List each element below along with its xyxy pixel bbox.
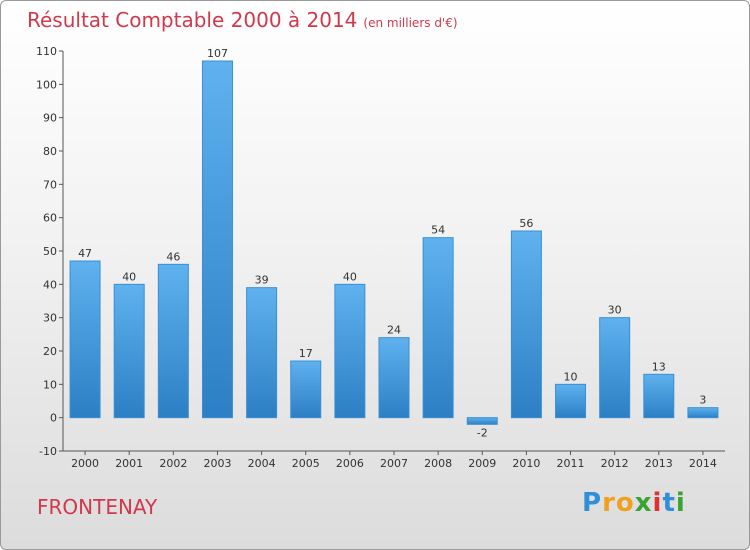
logo-letter: t <box>662 488 676 518</box>
y-tick-label: -10 <box>39 445 57 458</box>
data-label-2001: 40 <box>122 270 136 283</box>
bar-2006 <box>334 283 366 419</box>
y-tick-label: 10 <box>43 378 57 391</box>
x-tick-label-2006: 2006 <box>336 457 364 470</box>
y-tick-label: 20 <box>43 345 57 358</box>
x-tick-label-2014: 2014 <box>689 457 717 470</box>
data-label-2006: 40 <box>343 270 357 283</box>
bar-2009 <box>466 417 498 425</box>
bar-2004 <box>246 287 278 419</box>
data-label-2014: 3 <box>699 394 706 407</box>
data-label-2013: 13 <box>652 360 666 373</box>
x-tick-label-2010: 2010 <box>512 457 540 470</box>
x-tick-label-2004: 2004 <box>248 457 276 470</box>
data-label-2004: 39 <box>255 274 269 287</box>
y-tick-label: 110 <box>36 45 57 58</box>
x-tick-label-2007: 2007 <box>380 457 408 470</box>
x-tick-label-2012: 2012 <box>601 457 629 470</box>
bar-2000 <box>69 260 101 419</box>
proxiti-logo[interactable]: Proxiti <box>582 488 686 518</box>
logo-letter: r <box>602 488 616 518</box>
data-label-2011: 10 <box>564 370 578 383</box>
bar-2013 <box>643 373 675 419</box>
x-tick-label-2002: 2002 <box>159 457 187 470</box>
y-tick-label: 60 <box>43 212 57 225</box>
x-tick-label-2013: 2013 <box>645 457 673 470</box>
x-tick-label-2008: 2008 <box>424 457 452 470</box>
logo-letter: x <box>634 488 653 518</box>
data-label-2007: 24 <box>387 324 401 337</box>
data-label-2010: 56 <box>519 217 533 230</box>
bar-2003 <box>201 60 233 419</box>
data-label-2012: 30 <box>608 304 622 317</box>
bar-2002 <box>157 263 189 419</box>
y-tick-label: 30 <box>43 312 57 325</box>
y-tick-label: 70 <box>43 178 57 191</box>
y-tick-label: 80 <box>43 145 57 158</box>
chart-subtitle: (en milliers d'€) <box>363 16 458 30</box>
y-tick-label: 0 <box>50 412 57 425</box>
x-tick-label-2003: 2003 <box>203 457 231 470</box>
logo-letter: P <box>582 488 603 518</box>
data-label-2009: -2 <box>477 426 488 439</box>
bar-2011 <box>555 383 587 419</box>
data-label-2005: 17 <box>299 347 313 360</box>
logo-letter: o <box>615 488 635 518</box>
logo-letter: i <box>652 488 663 518</box>
chart-title: Résultat Comptable 2000 à 2014 (en millie… <box>27 8 458 32</box>
location-name: FRONTENAY <box>37 495 158 519</box>
y-tick-label: 90 <box>43 112 57 125</box>
y-tick-label: 40 <box>43 278 57 291</box>
logo-letter: i <box>675 488 686 518</box>
bar-2012 <box>599 317 631 419</box>
bar-2007 <box>378 337 410 419</box>
bar-2014 <box>687 407 719 419</box>
bar-2001 <box>113 283 145 419</box>
y-tick-label: 100 <box>36 78 57 91</box>
y-tick-label: 50 <box>43 245 57 258</box>
x-tick-label-2011: 2011 <box>557 457 585 470</box>
x-tick-label-2000: 2000 <box>71 457 99 470</box>
bar-2010 <box>510 230 542 419</box>
data-label-2000: 47 <box>78 247 92 260</box>
x-tick-label-2009: 2009 <box>468 457 496 470</box>
x-tick-label-2001: 2001 <box>115 457 143 470</box>
x-tick-label-2005: 2005 <box>292 457 320 470</box>
bar-2008 <box>422 237 454 419</box>
data-label-2002: 46 <box>166 250 180 263</box>
bar-2005 <box>290 360 322 419</box>
data-label-2008: 54 <box>431 224 445 237</box>
data-label-2003: 107 <box>207 47 228 60</box>
